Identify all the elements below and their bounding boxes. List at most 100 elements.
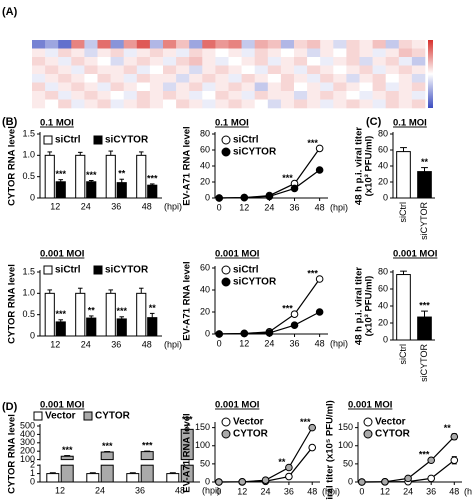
significance: *** [62, 445, 73, 455]
heatmap-cell [398, 65, 413, 75]
heatmap-cell [189, 65, 203, 75]
heatmap-cell [280, 48, 295, 58]
legend-label: siCYTOR [105, 265, 149, 276]
heatmap-cell [58, 82, 72, 92]
heatmap-cell [136, 91, 151, 100]
heatmap-cell [280, 99, 295, 109]
heatmap-cell [163, 65, 177, 75]
bar [136, 154, 147, 199]
y-tick-label: 80 [378, 128, 388, 138]
heatmap-cell [202, 57, 216, 66]
data-point [265, 329, 274, 337]
y-tick-label: 40 [378, 300, 388, 310]
bar [147, 317, 158, 337]
legend-label: siCYTOR [233, 277, 277, 288]
bar [140, 451, 154, 461]
y-tick-label: 200 [20, 446, 35, 456]
legend-label: Vector [233, 417, 264, 428]
heatmap-cell [97, 48, 111, 58]
legend-swatch [221, 135, 231, 145]
data-point [240, 193, 249, 202]
heatmap-cell [215, 65, 229, 75]
heatmap-cell [176, 82, 190, 92]
heatmap-cell [267, 40, 282, 49]
heatmap-cell [97, 40, 111, 49]
significance: *** [86, 170, 97, 180]
x-axis-label: (hpi) [322, 486, 340, 496]
data-point [290, 184, 299, 193]
heatmap-cell [411, 91, 426, 100]
heatmap-cell [71, 91, 85, 100]
heatmap-cell [267, 57, 282, 66]
heatmap-cell [45, 91, 59, 100]
heatmap-cell [307, 82, 321, 92]
data-point [404, 474, 412, 483]
heatmap-cell [398, 40, 413, 49]
legend-label: CYTOR [233, 429, 269, 440]
significance: *** [307, 268, 318, 278]
legend-swatch [43, 135, 53, 145]
heatmap-cell [359, 65, 373, 75]
heatmap-cell [359, 82, 373, 92]
x-tick-label: 0 [217, 338, 222, 348]
x-tick-label: 12 [55, 485, 65, 495]
bar [417, 171, 432, 199]
significance: ** [278, 457, 286, 467]
heatmap-cell [359, 91, 373, 100]
heatmap-cell [84, 65, 98, 75]
y-tick-label: 20 [200, 176, 210, 186]
legend-label: siCtrl [233, 265, 259, 276]
heatmap-cell [333, 74, 347, 83]
chart-title: 0.001 MOI [393, 249, 437, 260]
heatmap-cell [84, 40, 98, 49]
heatmap-cell [398, 48, 413, 58]
bar [140, 464, 154, 483]
heatmap-cell [307, 40, 321, 49]
y-tick-label: 60 [200, 262, 210, 272]
heatmap-cell [163, 91, 177, 100]
heatmap-cell [241, 82, 255, 92]
heatmap-cell [32, 91, 46, 100]
y-tick-label: 150 [338, 422, 353, 432]
heatmap-cell [254, 40, 269, 49]
heatmap-cell [333, 91, 347, 100]
x-tick-label: 12 [237, 486, 247, 496]
y-axis-label: 48 h p.i. viral titer [354, 267, 365, 345]
x-tick-label: 48 [175, 485, 185, 495]
x-axis-label: (hpi) [164, 201, 182, 211]
y-axis-label: (x10³ PFU/ml) [364, 276, 375, 337]
x-tick-label: 48 [307, 486, 317, 496]
heatmap-cell [163, 40, 177, 49]
heatmap-cell [411, 74, 426, 83]
significance: *** [102, 441, 113, 451]
heatmap-cell [228, 91, 242, 100]
heatmap-cell [45, 48, 59, 58]
heatmap-cell [84, 74, 98, 83]
heatmap-cell [136, 82, 151, 92]
panel-label: (B) [2, 116, 18, 128]
heatmap-cell [136, 57, 151, 66]
chart-title: 0.001 MOI [348, 400, 392, 411]
heatmap-cell [84, 57, 98, 66]
heatmap-cell [280, 74, 295, 83]
heatmap-cell [280, 82, 295, 92]
x-tick-label: siCtrl [398, 344, 408, 365]
heatmap-cell [385, 82, 400, 92]
data-point [285, 463, 293, 472]
heatmap-cell [149, 99, 164, 109]
heatmap-cell [45, 57, 59, 66]
panel-label: (C) [366, 116, 382, 128]
y-tick-label: 40 [378, 160, 388, 170]
bar [116, 182, 127, 199]
heatmap-cell [32, 40, 46, 49]
heatmap-cell [398, 82, 413, 92]
heatmap-cell [320, 40, 334, 49]
data-point [315, 275, 324, 283]
heatmap-cell [189, 91, 203, 100]
heatmap-cell [97, 91, 111, 100]
heatmap-cell [149, 48, 164, 58]
heatmap-cell [110, 40, 124, 49]
heatmap-cell [372, 99, 386, 109]
bar [417, 316, 432, 341]
y-tick-label: 150 [195, 422, 210, 432]
